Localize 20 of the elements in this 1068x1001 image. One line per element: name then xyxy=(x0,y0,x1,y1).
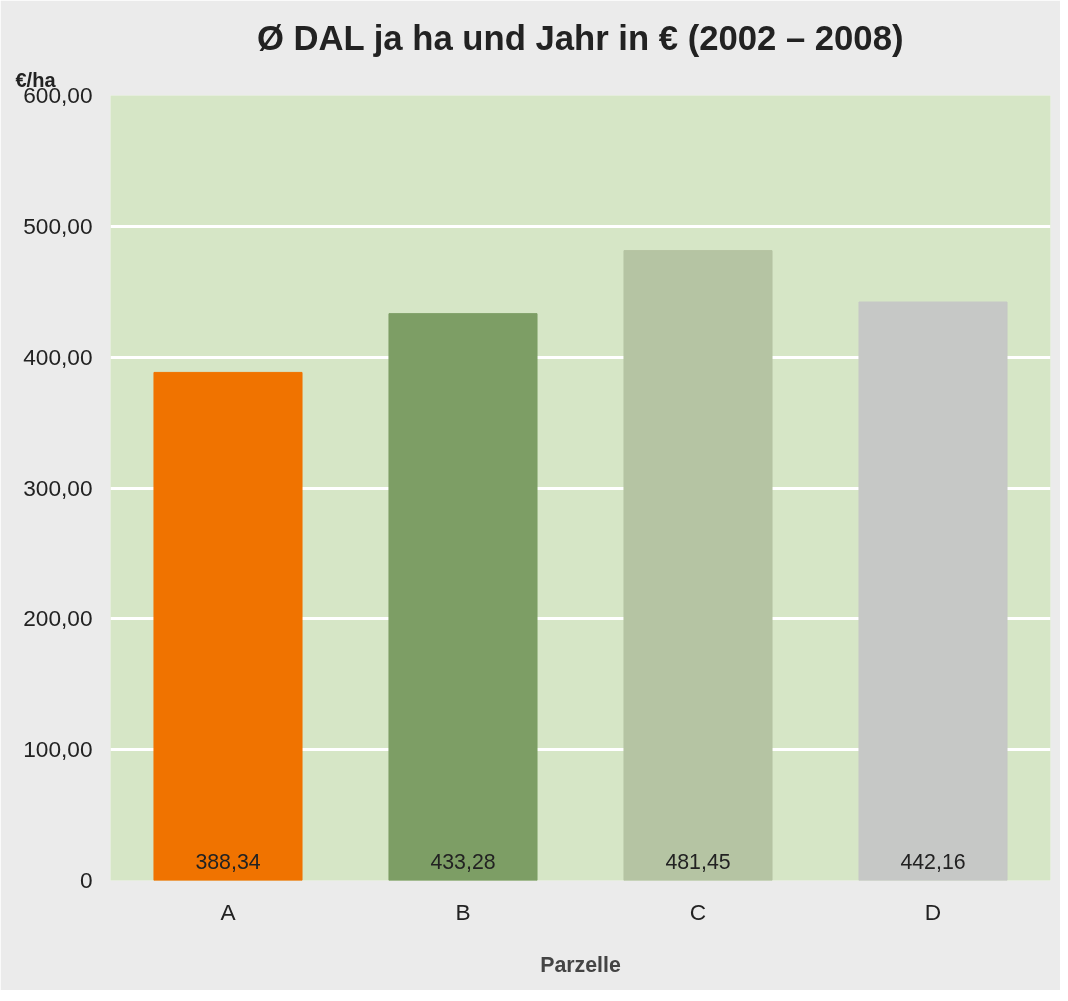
y-tick-label: 200,00 xyxy=(23,605,93,632)
data-label: 388,34 xyxy=(195,849,261,874)
y-tick-label: 300,00 xyxy=(23,474,93,501)
x-tick-label: A xyxy=(220,898,237,925)
data-label: 433,28 xyxy=(430,849,496,874)
y-tick-label: 0 xyxy=(79,867,93,893)
bar xyxy=(623,250,773,881)
bar xyxy=(153,371,303,881)
bar xyxy=(858,301,1008,881)
x-tick-label: C xyxy=(689,898,707,925)
bar xyxy=(388,313,538,881)
y-tick-label: 100,00 xyxy=(23,736,93,763)
x-tick-label: B xyxy=(455,898,471,925)
chart-title: Ø DAL ja ha und Jahr in € (2002 – 2008) xyxy=(256,18,904,57)
data-label: 442,16 xyxy=(900,849,966,874)
x-axis-title: Parzelle xyxy=(540,952,621,977)
y-tick-label: 400,00 xyxy=(23,343,93,370)
x-tick-label: D xyxy=(924,898,942,925)
y-tick-label: 500,00 xyxy=(23,212,93,239)
data-label: 481,45 xyxy=(665,849,731,874)
